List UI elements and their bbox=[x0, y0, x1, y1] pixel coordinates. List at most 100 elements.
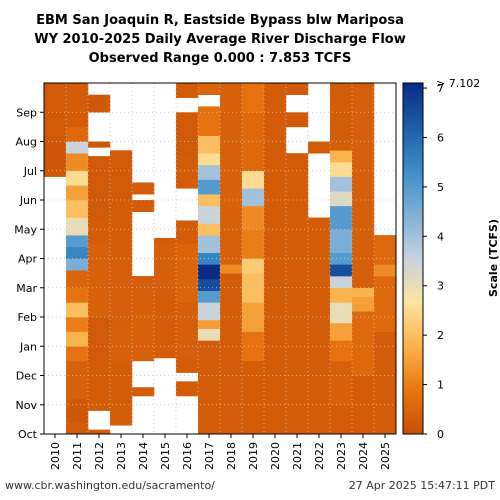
heatmap-cell-2023-0 bbox=[330, 404, 353, 435]
heatmap-cell-2012-2 bbox=[88, 317, 111, 362]
heatmap-cell-2011-15 bbox=[66, 170, 89, 186]
heatmap-cell-2011-10 bbox=[66, 246, 89, 259]
heatmap-cell-2016-6 bbox=[176, 112, 199, 157]
heatmap-cell-2013-2 bbox=[110, 258, 133, 329]
heatmap-cell-2021-3 bbox=[286, 83, 309, 95]
y-tick-label-mar: Mar bbox=[16, 282, 37, 295]
y-axis-months: Oct Nov Dec Jan Feb Mar Apr May Jun Jul Aug Sep bbox=[14, 106, 44, 441]
heatmap-cell-2025-0 bbox=[374, 331, 397, 435]
x-tick-label-2018: 2018 bbox=[225, 442, 238, 470]
colorbar-tick-label-4: 4 bbox=[437, 230, 444, 243]
heatmap-cell-2016-4 bbox=[176, 220, 199, 245]
heatmap-cell-2011-3 bbox=[66, 346, 89, 362]
x-tick-label-2019: 2019 bbox=[247, 442, 260, 470]
heatmap-cell-2017-12 bbox=[198, 179, 221, 195]
heatmap-plot-area bbox=[44, 83, 397, 435]
heatmap-cell-2011-19 bbox=[66, 83, 89, 128]
heatmap-cell-2023-11 bbox=[330, 191, 353, 207]
heatmap-cell-2011-0 bbox=[66, 422, 89, 435]
heatmap-cell-2013-5 bbox=[110, 185, 133, 201]
x-tick-label-2017: 2017 bbox=[203, 442, 216, 470]
heatmap-cell-2025-1 bbox=[374, 276, 397, 332]
heatmap-cell-2017-0 bbox=[198, 340, 221, 435]
heatmap-cell-2015-2 bbox=[154, 243, 177, 289]
y-tick-label-apr: Apr bbox=[18, 253, 38, 266]
heatmap-cell-2017-6 bbox=[198, 264, 221, 280]
heatmap-cell-2021-0 bbox=[286, 170, 309, 435]
heatmap-cell-2011-2 bbox=[66, 360, 89, 400]
heatmap-cell-2018-2 bbox=[220, 83, 243, 265]
heatmap-cell-2014-1 bbox=[132, 314, 155, 362]
x-tick-label-2010: 2010 bbox=[49, 442, 62, 470]
colorbar-tick-label-5: 5 bbox=[437, 181, 444, 194]
heatmap-gridlines bbox=[44, 83, 396, 434]
heatmap-cell-2022-1 bbox=[308, 217, 331, 230]
y-tick-label-jul: Jul bbox=[23, 165, 37, 178]
heatmap-cell-2017-3 bbox=[198, 302, 221, 321]
x-tick-label-2011: 2011 bbox=[71, 442, 84, 470]
heatmap-cell-2011-14 bbox=[66, 185, 89, 201]
heatmap-cell-2011-6 bbox=[66, 302, 89, 318]
heatmap-cell-2012-6 bbox=[88, 141, 111, 148]
heatmap-cell-2011-1 bbox=[66, 398, 89, 423]
colorbar-tick-label-2: 2 bbox=[437, 329, 444, 342]
heatmap-cell-2011-4 bbox=[66, 331, 89, 347]
heatmap-cell-2019-1 bbox=[242, 331, 265, 362]
heatmap-cell-2016-3 bbox=[176, 243, 199, 303]
colorbar: 0 1 2 3 4 5 6 7 > 7.102 Scale (TCFS) bbox=[402, 77, 500, 441]
heatmap-cell-2016-5 bbox=[176, 156, 199, 189]
heatmap-cell-2011-5 bbox=[66, 317, 89, 332]
heatmap-cell-2014-0 bbox=[132, 387, 155, 397]
colorbar-axis-label: Scale (TCFS) bbox=[487, 219, 500, 297]
heatmap-cell-2023-12 bbox=[330, 176, 353, 192]
x-tick-label-2012: 2012 bbox=[93, 442, 106, 470]
heatmap-cell-2023-6 bbox=[330, 276, 353, 289]
y-tick-label-feb: Feb bbox=[18, 311, 37, 324]
heatmap-cell-2013-0 bbox=[110, 360, 133, 426]
colorbar-tick-label-6: 6 bbox=[437, 131, 444, 144]
heatmap-cell-2010-0 bbox=[44, 135, 67, 177]
heatmap-cell-2017-5 bbox=[198, 278, 221, 291]
heatmap-cell-2019-9 bbox=[242, 112, 265, 172]
heatmap-cell-2016-2 bbox=[176, 302, 199, 359]
colorbar-top-label: > 7.102 bbox=[436, 77, 480, 90]
colorbar-tick-label-3: 3 bbox=[437, 280, 444, 293]
x-tick-label-2015: 2015 bbox=[159, 442, 172, 470]
heatmap-cell-2014-3 bbox=[132, 200, 155, 212]
heatmap-cell-2021-1 bbox=[286, 153, 309, 172]
heatmap-cell-2014-2 bbox=[132, 276, 155, 315]
heatmap-cell-2014-4 bbox=[132, 182, 155, 195]
heatmap-cell-2023-3 bbox=[330, 322, 353, 341]
heatmap-cell-2022-0 bbox=[308, 229, 331, 435]
heatmap-cell-2016-7 bbox=[176, 83, 199, 98]
heatmap-cell-2023-9 bbox=[330, 229, 353, 253]
y-tick-label-may: May bbox=[14, 223, 37, 236]
heatmap-cell-2023-7 bbox=[330, 264, 353, 277]
heatmap-cell-2023-8 bbox=[330, 252, 353, 265]
footer-timestamp: 27 Apr 2025 15:47:11 PDT bbox=[349, 479, 496, 492]
heatmap-cell-2017-16 bbox=[198, 106, 221, 136]
x-tick-label-2021: 2021 bbox=[291, 442, 304, 470]
heatmap-cell-2019-0 bbox=[242, 360, 265, 435]
heatmap-cell-2017-15 bbox=[198, 135, 221, 154]
heatmap-cell-2013-1 bbox=[110, 328, 133, 362]
x-tick-label-2013: 2013 bbox=[115, 442, 128, 470]
x-tick-label-2016: 2016 bbox=[181, 442, 194, 470]
heatmap-cell-2013-4 bbox=[110, 200, 133, 230]
y-tick-label-jun: Jun bbox=[19, 194, 37, 207]
heatmap-cell-2011-16 bbox=[66, 153, 89, 172]
heatmap-cell-2023-5 bbox=[330, 287, 353, 303]
heatmap-cell-2017-10 bbox=[198, 205, 221, 224]
heatmap-cell-2012-5 bbox=[88, 156, 111, 221]
heatmap-cell-2011-7 bbox=[66, 287, 89, 303]
heatmap-cell-2012-7 bbox=[88, 94, 111, 113]
chart-title-line-2: WY 2010-2025 Daily Average River Dischar… bbox=[34, 32, 406, 47]
heatmap-cell-2017-17 bbox=[198, 83, 221, 95]
heatmap-cell-2023-13 bbox=[330, 161, 353, 177]
heatmap-cell-2024-1 bbox=[352, 311, 375, 376]
heatmap-cell-2024-3 bbox=[352, 287, 375, 297]
heatmap-cell-2016-0 bbox=[176, 381, 199, 397]
heatmap-cell-2011-12 bbox=[66, 217, 89, 236]
heatmap-cell-2023-4 bbox=[330, 302, 353, 324]
heatmap-cell-2023-1 bbox=[330, 360, 353, 406]
